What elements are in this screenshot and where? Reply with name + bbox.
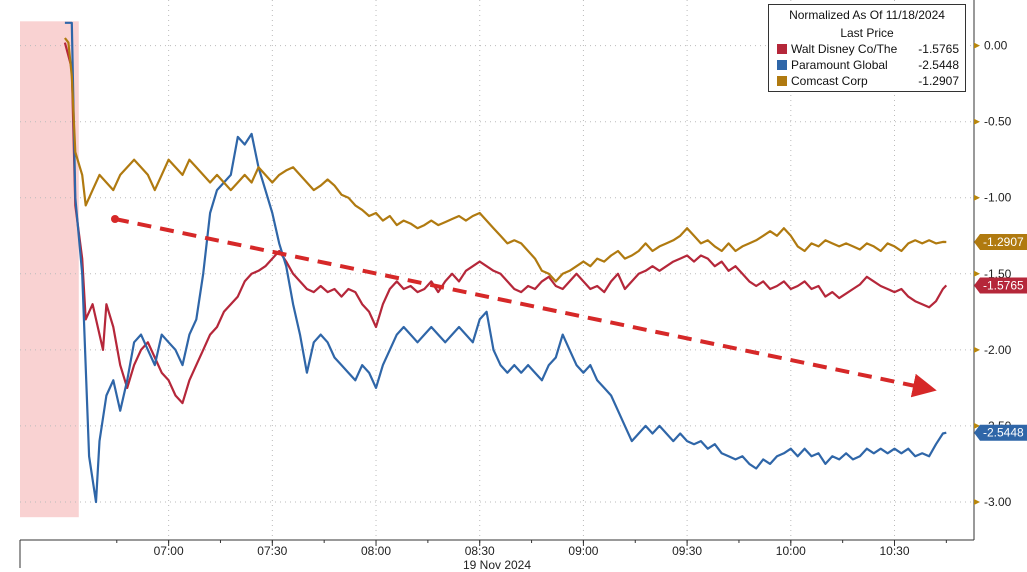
y-tick-label-0: 0.00 [984,39,1008,53]
legend-label-disney: Walt Disney Co/The [791,42,898,56]
y-tick-mark-6 [974,498,980,505]
series-line-1 [64,21,947,504]
y-tick-mark-0 [974,42,980,49]
last-value-tag-2 [974,233,1027,250]
y-tick-mark-2 [974,194,980,201]
legend-entry-disney: Walt Disney Co/The -1.5765 [769,41,965,57]
y-tick-label-3: -1.50 [984,267,1012,281]
x-tick-label-5: 09:30 [672,544,702,558]
x-tick-label-0: 07:00 [154,544,184,558]
trend-arrow [111,215,937,398]
legend: Normalized As Of 11/18/2024 Last Price W… [768,4,966,92]
x-tick-label-4: 09:00 [568,544,598,558]
axes: 0.00-0.50-1.00-1.50-2.00-2.50-3.0007:000… [19,0,1012,572]
legend-label-comcast: Comcast Corp [791,74,868,88]
legend-value-comcast: -1.2907 [918,74,959,88]
last-value-text-0: -1.5765 [983,278,1024,292]
legend-title: Normalized As Of 11/18/2024 [789,8,945,22]
x-tick-label-2: 08:00 [361,544,391,558]
legend-value-disney: -1.5765 [918,42,959,56]
y-tick-mark-1 [974,118,980,125]
x-tick-label-6: 10:00 [776,544,806,558]
y-tick-label-1: -0.50 [984,115,1012,129]
shade-rect [20,21,79,518]
trend-arrow-line [114,217,937,398]
legend-label-paramount: Paramount Global [791,58,888,72]
legend-entry-comcast: Comcast Corp -1.2907 [769,73,965,89]
y-tick-label-4: -2.00 [984,343,1012,357]
last-value-tag-0 [974,277,1027,294]
legend-subtitle: Last Price [840,26,894,40]
series-lines [63,21,948,504]
y-tick-label-6: -3.00 [984,495,1012,509]
y-tick-label-2: -1.00 [984,191,1012,205]
legend-swatch-comcast [777,76,787,86]
legend-swatch-disney [777,44,787,54]
series-line-0 [63,42,948,405]
x-tick-label-7: 10:30 [879,544,909,558]
highlight-shade [20,21,79,518]
x-tick-label-1: 07:30 [257,544,287,558]
last-value-text-1: -2.5448 [983,426,1024,440]
x-axis-label: 19 Nov 2024 [463,558,531,572]
series-line-2 [64,37,947,283]
legend-swatch-paramount [777,60,787,70]
legend-value-paramount: -2.5448 [918,58,959,72]
legend-entry-paramount: Paramount Global -2.5448 [769,57,965,73]
x-tick-label-3: 08:30 [465,544,495,558]
trend-arrow-start [111,215,119,223]
y-tick-mark-3 [974,270,980,277]
y-tick-mark-4 [974,346,980,353]
last-value-tag-1 [974,424,1027,441]
last-value-text-2: -1.2907 [983,235,1024,249]
last-value-tags: -1.5765 -2.5448 -1.2907 [974,233,1027,441]
y-tick-mark-5 [974,422,980,429]
